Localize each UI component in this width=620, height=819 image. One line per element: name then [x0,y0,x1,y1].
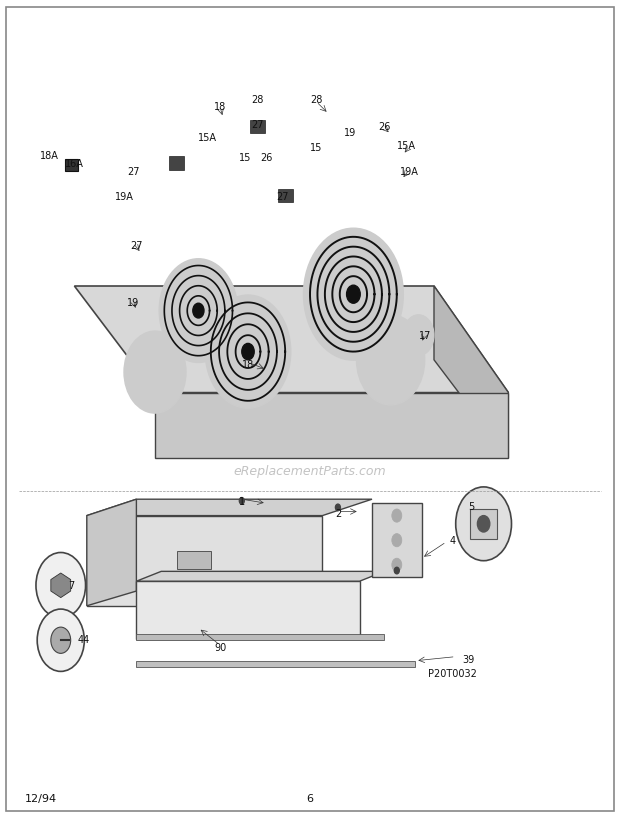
Bar [278,190,293,203]
Text: 1: 1 [239,496,245,506]
Circle shape [239,498,244,505]
Text: 26: 26 [260,153,273,163]
Polygon shape [434,287,508,459]
Circle shape [403,315,434,356]
Bar [470,509,497,539]
Text: 4: 4 [450,536,456,545]
Text: 44: 44 [78,634,90,644]
Text: 17: 17 [418,331,431,341]
Circle shape [205,296,291,409]
Text: eReplacementParts.com: eReplacementParts.com [234,464,386,477]
Circle shape [36,553,86,618]
Polygon shape [87,500,136,606]
Text: 2: 2 [335,509,341,518]
Text: 7: 7 [68,581,74,590]
Text: P20T0032: P20T0032 [428,668,477,678]
Text: 19A: 19A [115,192,133,201]
Text: 16A: 16A [65,159,84,169]
Polygon shape [155,393,508,459]
Polygon shape [136,572,384,581]
Text: 28: 28 [310,95,322,105]
Polygon shape [372,504,422,577]
Polygon shape [74,287,508,393]
Polygon shape [65,160,78,172]
Circle shape [456,487,512,561]
Circle shape [159,260,237,363]
Text: 27: 27 [130,241,143,251]
Text: 15A: 15A [198,133,217,143]
Text: 5: 5 [468,501,474,511]
Circle shape [477,516,490,532]
Text: 27: 27 [251,120,264,129]
Text: 12/94: 12/94 [25,794,57,803]
Bar [136,661,415,667]
Circle shape [303,229,403,360]
Circle shape [242,344,254,360]
Text: 28: 28 [251,95,264,105]
Text: 90: 90 [214,642,226,652]
Circle shape [356,315,425,405]
Circle shape [51,627,71,654]
Bar [250,120,265,133]
Circle shape [392,509,402,523]
Polygon shape [136,581,360,639]
Text: 18A: 18A [40,151,59,161]
Text: 19A: 19A [400,167,419,177]
Text: 19: 19 [344,128,356,138]
Text: 27: 27 [276,192,288,201]
Circle shape [392,559,402,572]
Text: 15: 15 [310,143,322,152]
Text: 15A: 15A [397,141,415,151]
Circle shape [392,534,402,547]
Circle shape [37,609,84,672]
Text: 26: 26 [378,122,391,132]
Circle shape [124,332,186,414]
Circle shape [335,505,340,511]
Circle shape [193,304,204,319]
Circle shape [347,286,360,304]
Bar [136,634,384,640]
Text: 19: 19 [127,298,140,308]
Polygon shape [87,500,372,516]
Polygon shape [87,516,322,606]
Text: 18: 18 [214,102,226,111]
Bar [169,157,184,170]
Text: 18: 18 [242,360,254,369]
Text: 39: 39 [462,654,474,664]
Text: 15: 15 [239,153,251,163]
Bar [177,551,211,569]
Polygon shape [51,573,71,598]
Text: 27: 27 [127,167,140,177]
Text: 6: 6 [306,794,314,803]
Circle shape [394,568,399,574]
